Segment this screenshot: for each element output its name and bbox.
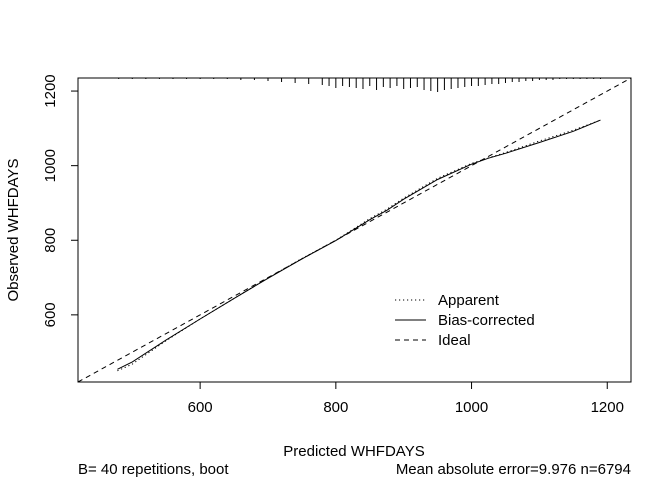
y-axis-label: Observed WHFDAYS — [5, 158, 22, 301]
series-ideal-line — [77, 77, 632, 383]
footer-left-text: B= 40 repetitions, boot — [78, 461, 229, 478]
y-tick-label: 600 — [42, 302, 59, 327]
y-tick-label: 800 — [42, 228, 59, 253]
legend-label: Apparent — [438, 292, 500, 309]
x-axis-label: Predicted WHFDAYS — [283, 443, 424, 460]
legend-label: Bias-corrected — [438, 312, 535, 329]
footer-right-text: Mean absolute error=9.976 n=6794 — [396, 461, 631, 478]
legend-label: Ideal — [438, 332, 471, 349]
y-tick-label: 1200 — [42, 74, 59, 107]
x-tick-label: 800 — [323, 399, 348, 416]
series-layer — [77, 77, 632, 383]
y-tick-label: 1000 — [42, 149, 59, 182]
x-tick-label: 600 — [188, 399, 213, 416]
x-tick-label: 1000 — [455, 399, 488, 416]
rug-marks — [118, 78, 601, 92]
y-axis: 600 800 1000 1200 — [42, 74, 79, 327]
legend: Apparent Bias-corrected Ideal — [395, 292, 535, 349]
series-apparent-line — [117, 119, 601, 372]
x-tick-label: 1200 — [591, 399, 624, 416]
x-axis: 600 800 1000 1200 — [188, 381, 624, 416]
series-bias-corrected-line — [117, 119, 601, 370]
